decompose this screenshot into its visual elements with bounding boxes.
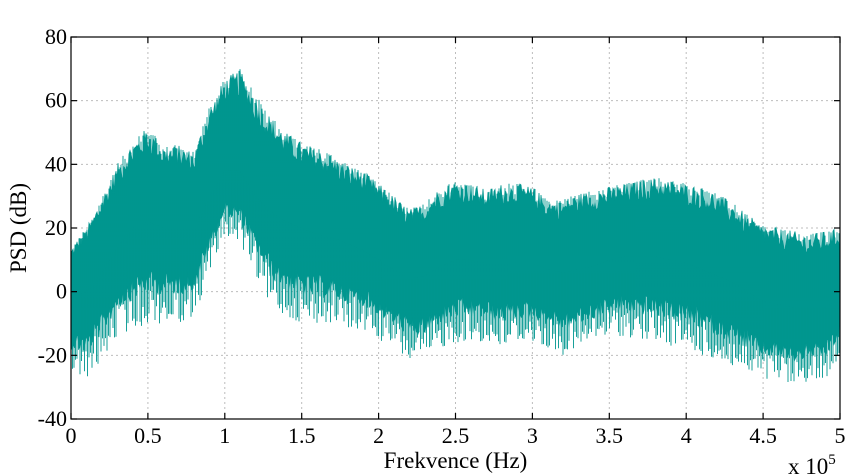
- y-tick-label: 0: [56, 279, 67, 304]
- x-tick-label: 1.5: [288, 423, 316, 448]
- x-axis-multiplier: x 105: [788, 452, 836, 476]
- x-axis-multiplier-exponent: 5: [828, 452, 836, 468]
- x-tick-label: 0.5: [134, 423, 162, 448]
- x-tick-label: 0: [66, 423, 77, 448]
- x-tick-label: 3: [527, 423, 538, 448]
- x-axis-label: Frekvence (Hz): [384, 448, 528, 473]
- y-tick-label: -20: [38, 342, 67, 367]
- y-tick-label: 40: [45, 151, 67, 176]
- x-axis-multiplier-base: x 10: [788, 454, 828, 476]
- y-tick-label: 60: [45, 88, 67, 113]
- y-tick-label: 20: [45, 215, 67, 240]
- y-axis-label: PSD (dB): [6, 183, 31, 273]
- x-tick-label: 4: [681, 423, 692, 448]
- x-tick-label: 1: [219, 423, 230, 448]
- x-tick-label: 4.5: [749, 423, 777, 448]
- axis-ticks: 0 0.5 1 1.5 2 2.5 3 3.5 4 4.5 5 -40 -20 0 20 40 60 80: [38, 24, 846, 448]
- x-tick-label: 5: [835, 423, 846, 448]
- x-tick-label: 2.5: [442, 423, 470, 448]
- y-tick-label: -40: [38, 406, 67, 431]
- x-tick-label: 2: [373, 423, 384, 448]
- x-tick-label: 3.5: [596, 423, 624, 448]
- y-tick-label: 80: [45, 24, 67, 49]
- psd-series: [70, 69, 841, 382]
